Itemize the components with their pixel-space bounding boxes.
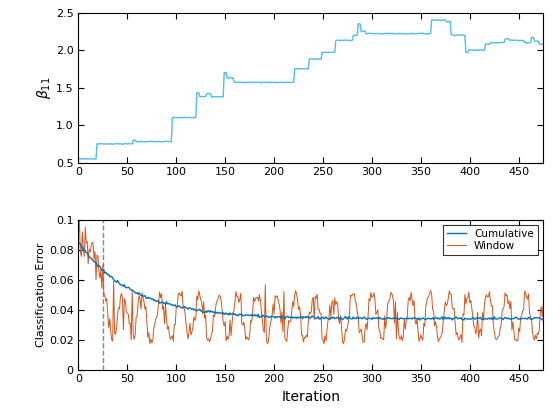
Window: [321, 341, 328, 346]
Cumulative: [480, 318, 487, 323]
Legend: Cumulative, Window: Cumulative, Window: [443, 225, 538, 255]
Cumulative: [396, 317, 403, 322]
Window: [413, 322, 419, 327]
Cumulative: [109, 276, 116, 281]
Window: [109, 339, 116, 344]
X-axis label: Iteration: Iteration: [281, 390, 340, 404]
Cumulative: [76, 240, 83, 245]
Cumulative: [77, 241, 83, 247]
Cumulative: [412, 315, 418, 320]
Cumulative: [358, 315, 365, 320]
Window: [540, 302, 547, 307]
Y-axis label: Classification Error: Classification Error: [36, 242, 46, 347]
Cumulative: [540, 316, 547, 321]
Window: [77, 249, 83, 255]
Cumulative: [460, 318, 467, 323]
Window: [397, 337, 404, 342]
Window: [359, 334, 366, 339]
Window: [76, 218, 83, 223]
Y-axis label: $\beta_{11}$: $\beta_{11}$: [35, 76, 53, 99]
Window: [480, 316, 487, 321]
Line: Cumulative: Cumulative: [80, 243, 543, 320]
Line: Window: Window: [80, 221, 543, 344]
